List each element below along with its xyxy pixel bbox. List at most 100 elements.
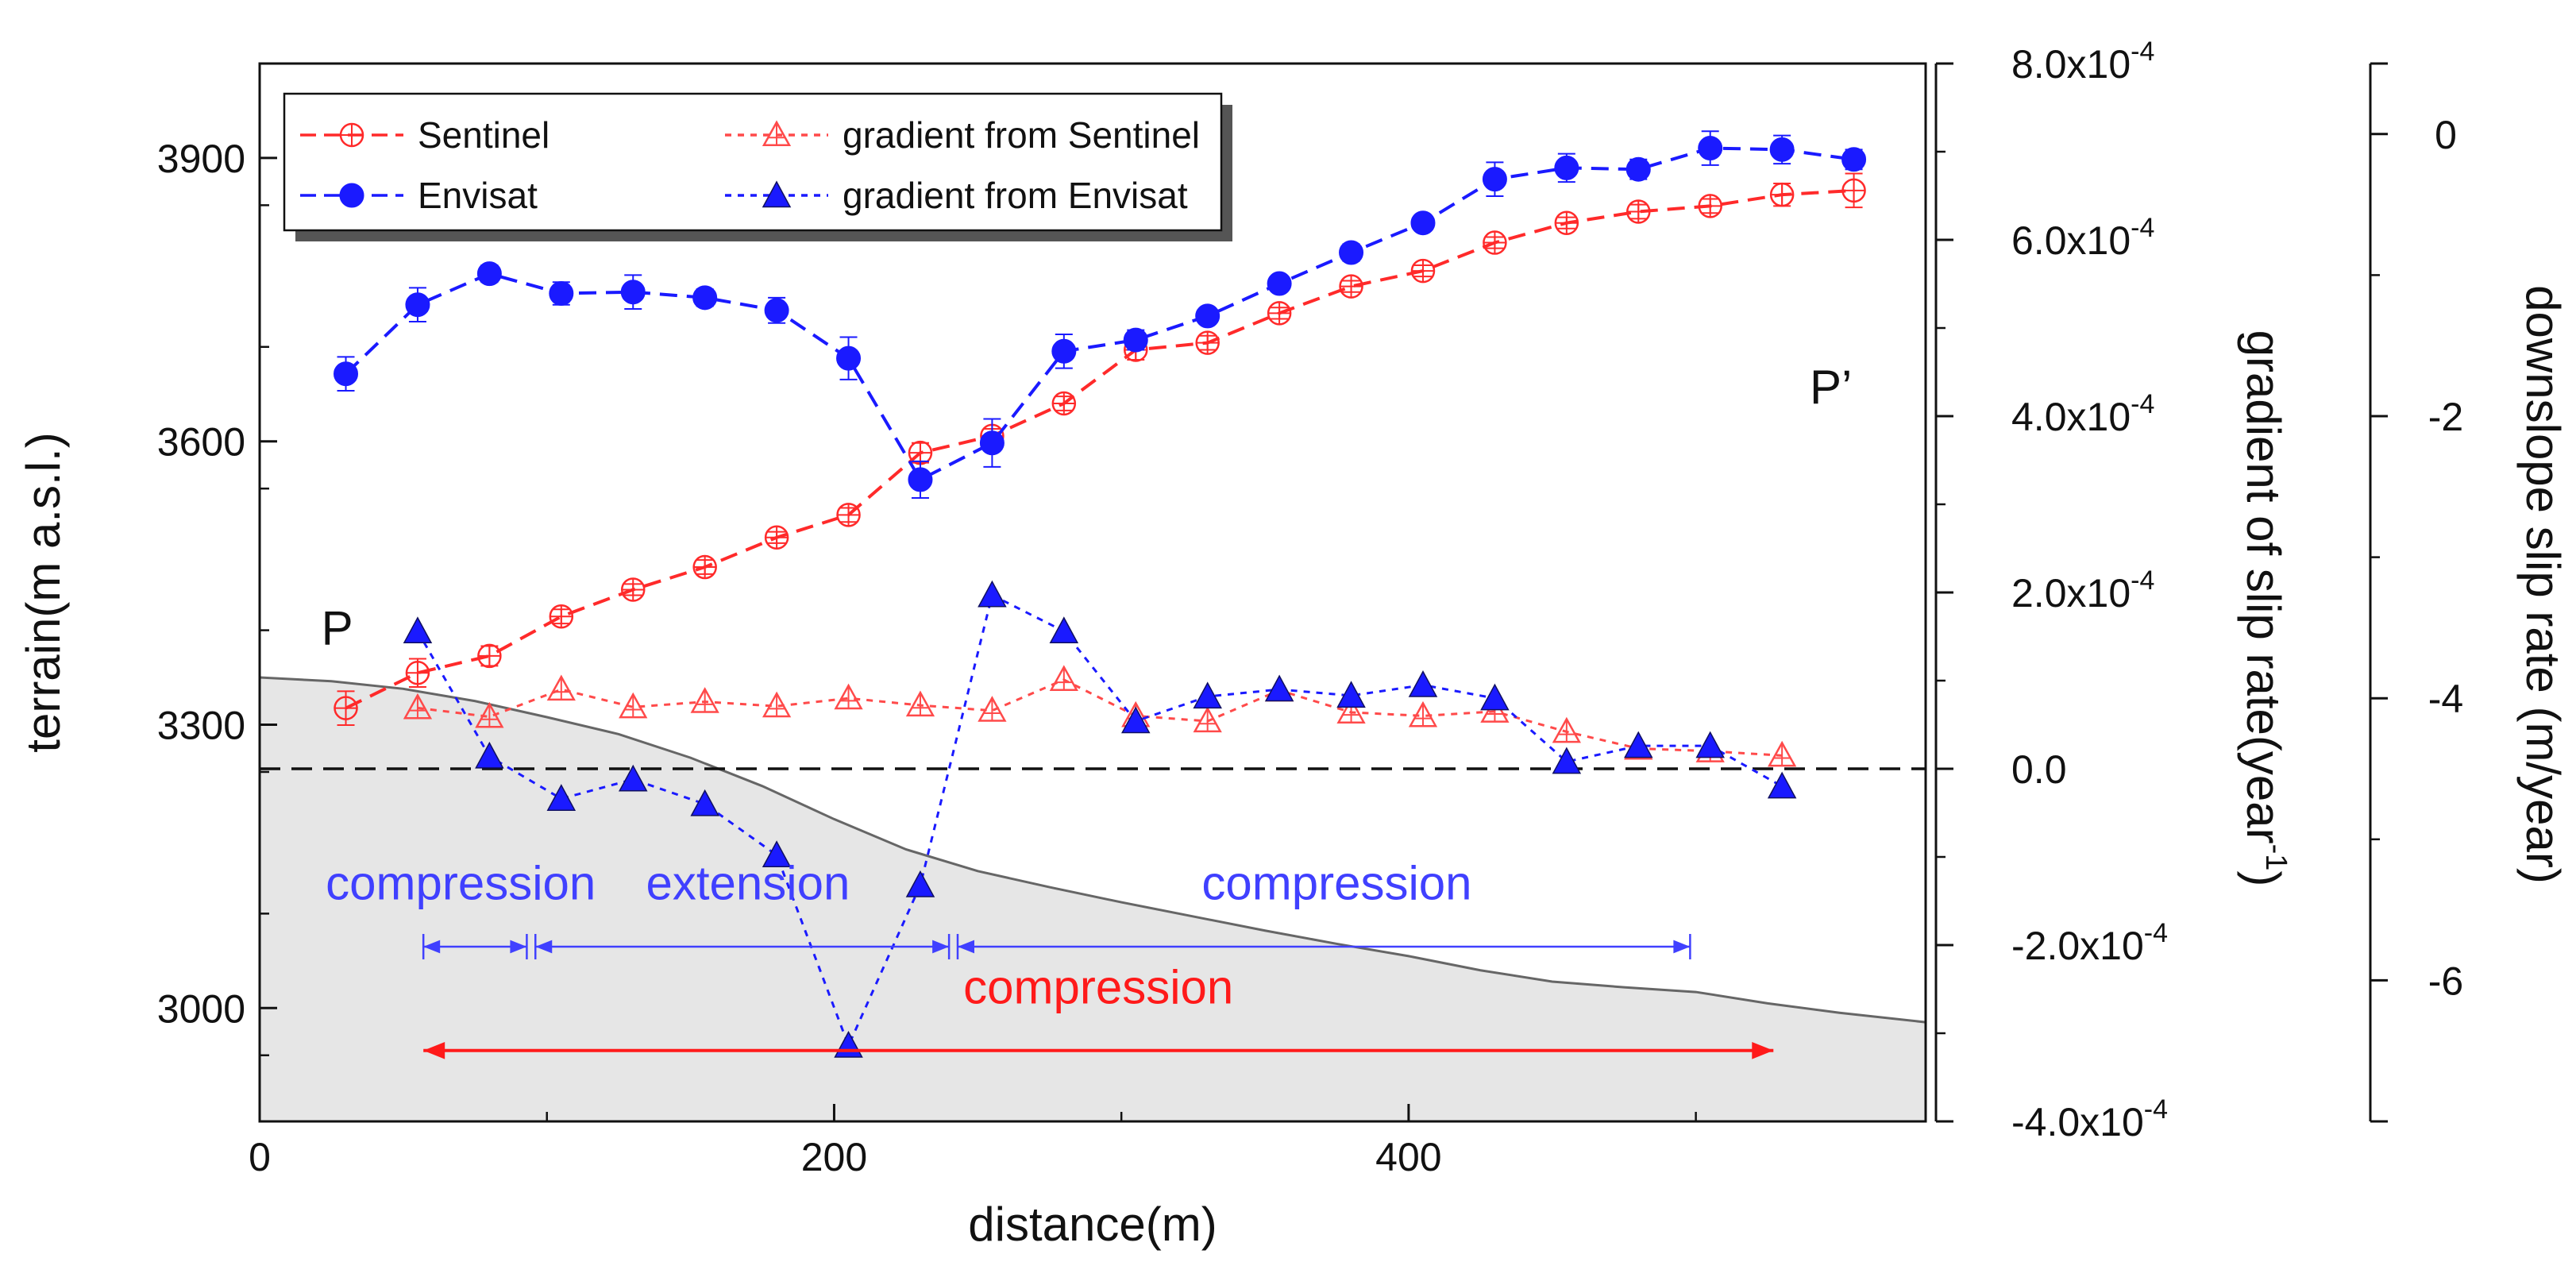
y-gradient-tick-label: -2.0x10-4 [2011,918,2168,968]
y-gradient-tick-exponent: -4 [2144,1094,2168,1125]
y-gradient-tick-mantissa: -4.0x10 [2011,1100,2144,1144]
data-point [618,764,648,792]
region-label: compression [326,857,596,910]
x-axis: 0 200 400 distance(m) [249,1104,1697,1251]
series-line-gradient-from-sentinel [417,678,1783,757]
data-point [1051,338,1077,364]
data-point-tri [1624,731,1653,758]
y-gradient-tick-mantissa: 2.0x10 [2011,571,2131,615]
data-point [978,696,1007,722]
data-point [477,643,502,669]
data-point [546,674,576,701]
data-point [1769,182,1795,207]
axes: 0 200 400 distance(m) 3000 3300 3600 3900 terrai… [17,37,2570,1251]
data-point [1267,271,1292,296]
y-slip-tick-label: -2 [2428,395,2463,439]
series-line-envisat [345,146,1854,482]
data-point-tri [1480,683,1510,711]
data-point-dot [1410,210,1436,236]
data-point [1698,194,1722,218]
region-arrowhead-left [957,940,974,954]
region-annotations: compression extension compression compressi… [322,361,1852,1059]
y-axis-terrain: 3000 3300 3600 3900 terrain(m a.s.l.) [17,137,277,1056]
data-point-tri [762,840,792,867]
data-point [405,660,430,685]
y-slip-tick-label: 0 [2435,113,2457,157]
data-point-tri [475,741,504,769]
data-point-dot [405,292,430,318]
data-point-tri [618,764,648,792]
region-label: extension [646,857,850,910]
data-point [836,345,862,371]
legend-label: Sentinel [418,114,550,156]
data-point [1408,700,1438,727]
data-point-dot [1267,271,1292,296]
legend-marker-tri [762,180,792,208]
data-point-tri [1408,670,1438,697]
data-point-dot [1195,303,1221,329]
region-2: extension [534,857,951,959]
data-point-tri [1552,747,1582,774]
data-point [1410,210,1436,236]
data-point [1193,681,1222,709]
region-arrowhead-left [535,940,553,954]
legend-marker [339,183,364,208]
data-point-dot [764,298,789,323]
data-point [1408,670,1438,697]
data-point-tri [1264,674,1294,702]
y-gradient-tick-label: 4.0x10-4 [2011,389,2154,439]
data-point-tri [1193,681,1222,709]
legend-label: gradient from Sentinel [843,114,1200,156]
data-point [1698,136,1723,161]
terrain-profile [259,676,1926,1121]
data-point [1841,147,1867,172]
legend-marker [339,122,364,148]
plot-frame [258,62,1927,1123]
data-point [1195,303,1221,329]
x-tick-label: 200 [801,1135,867,1179]
y-gradient-tick-label: 8.0x10-4 [2011,37,2154,87]
region-1: compression [326,857,596,959]
data-point [475,741,504,769]
data-point [334,361,359,387]
data-point-dot [692,285,718,311]
y-gradient-tick-exponent: -4 [2131,389,2154,419]
data-point [403,693,433,720]
y-slip-tick-label: -6 [2428,959,2463,1003]
data-point [1626,199,1651,224]
data-point [834,683,863,710]
legend-box [283,92,1223,232]
data-point [1339,274,1363,299]
y-gradient-tick-mantissa: 4.0x10 [2011,395,2131,439]
data-point [764,298,789,323]
data-point [908,467,933,492]
y-gradient-tick-label: 2.0x10-4 [2011,565,2154,615]
data-point-tri [1336,681,1366,708]
data-point [620,280,646,305]
data-point-tri [403,616,433,644]
data-point [762,691,792,718]
series-gradient-from-envisat [403,580,1797,1058]
data-point [1552,747,1582,774]
data-point-dot [1482,167,1507,192]
data-point-dot [1625,156,1651,182]
data-point [1768,740,1797,767]
data-point-dot [1841,147,1867,172]
data-point-tri [905,870,935,897]
data-point [979,430,1005,456]
data-point-tri [690,789,719,816]
data-point [619,692,648,719]
data-point-dot [334,361,359,387]
y-terrain-tick-label: 3900 [157,137,245,181]
y-gradient-tick-mantissa: 6.0x10 [2011,218,2131,263]
legend-entry: Envisat [300,175,538,216]
y-gradient-tick-exponent: -4 [2131,565,2154,596]
region-4: compression [423,960,1774,1059]
data-point [476,261,502,287]
data-point [546,784,577,811]
data-point [905,690,935,717]
data-point-dot [476,261,502,287]
data-point [1336,681,1366,708]
region-arrowhead-right [932,940,950,954]
data-point [334,696,358,720]
